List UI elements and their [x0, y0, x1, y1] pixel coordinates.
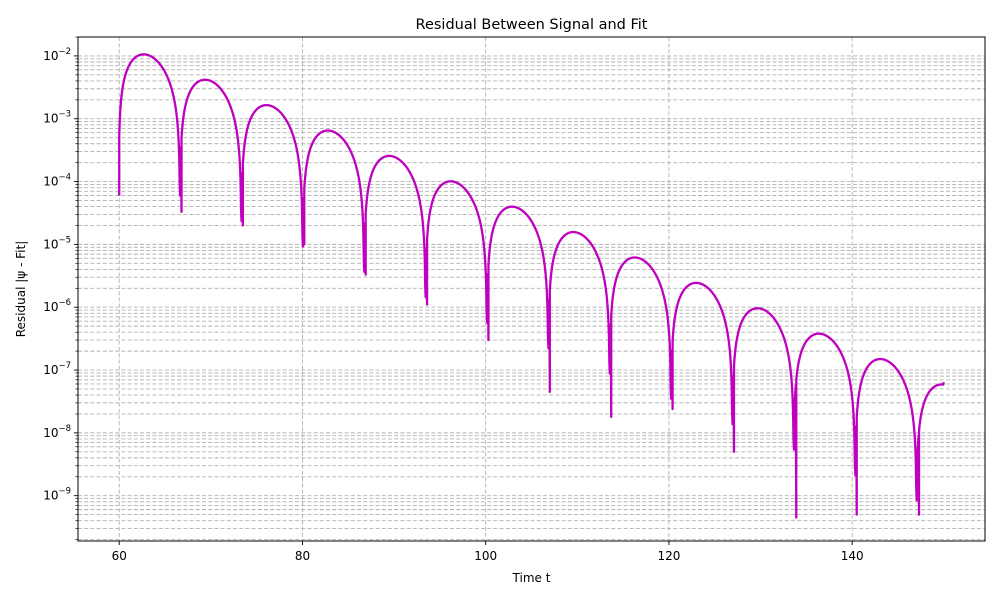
x-tick-label: 80: [295, 549, 310, 563]
y-axis-ticks: 10−9 10−8 10−7 10−6 10−5 10−4 10−3 10−2: [43, 36, 78, 540]
minor-grid: [78, 36, 985, 541]
plot-area-frame: [77, 36, 986, 542]
y-tick-label: 10−9: [43, 487, 71, 503]
chart-title: Residual Between Signal and Fit: [416, 17, 648, 33]
x-axis-ticks: 60 80 100 120 140: [112, 541, 864, 563]
residual-series-line: [118, 53, 945, 519]
x-tick-label: 140: [841, 549, 864, 563]
y-tick-label: 10−7: [43, 361, 71, 377]
y-tick-label: 10−6: [43, 298, 71, 314]
y-axis-label: Residual |ψ - Fit|: [14, 241, 28, 338]
y-tick-label: 10−8: [43, 424, 71, 440]
major-grid: [78, 37, 985, 541]
x-axis-label: Time t: [512, 571, 551, 585]
y-tick-label: 10−3: [43, 110, 71, 126]
x-tick-label: 120: [657, 549, 680, 563]
y-tick-label: 10−4: [43, 173, 71, 189]
x-tick-label: 100: [474, 549, 497, 563]
y-tick-label: 10−2: [43, 47, 71, 63]
x-tick-label: 60: [112, 549, 127, 563]
y-tick-label: 10−5: [43, 235, 71, 251]
